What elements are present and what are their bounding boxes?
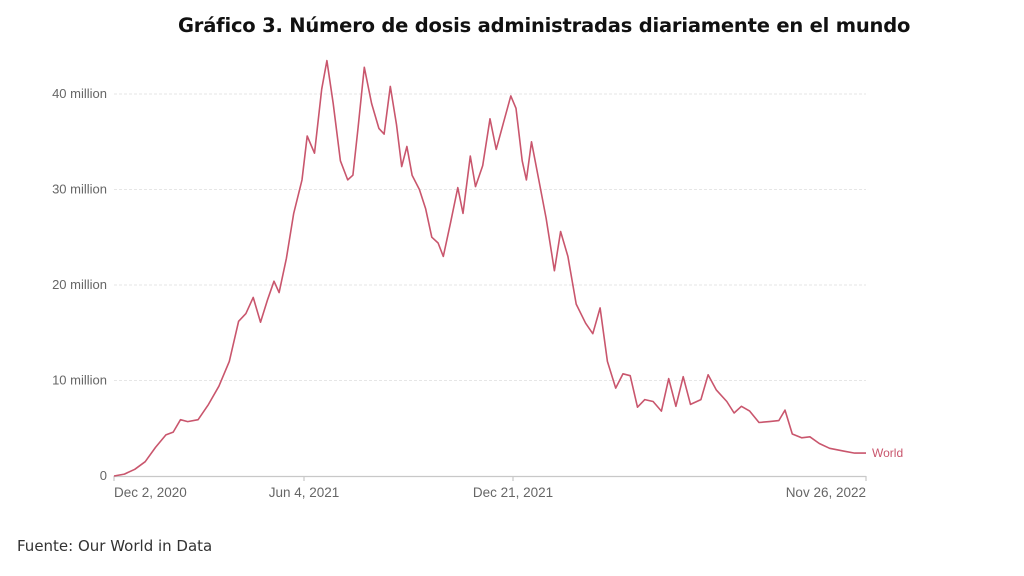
x-tick-label: Dec 21, 2021: [473, 485, 553, 500]
series-label-world: World: [872, 446, 903, 460]
series-line-world[interactable]: [113, 59, 866, 477]
gridlines: [114, 93, 866, 381]
source-note: Fuente: Our World in Data: [17, 537, 213, 555]
y-tick-label: 0: [100, 468, 107, 483]
y-tick-label: 20 million: [52, 277, 107, 292]
x-axis-ticks: Dec 2, 2020 Jun 4, 2021 Dec 21, 2021 Nov 26…: [113, 476, 867, 500]
y-tick-label: 30 million: [52, 182, 107, 197]
y-tick-label: 40 million: [52, 86, 107, 101]
chart-title: Gráfico 3. Número de dosis administradas…: [178, 14, 911, 37]
x-tick-label: Jun 4, 2021: [269, 485, 340, 500]
y-axis-ticks: 0 10 million 20 million 30 million 40 millio…: [52, 86, 107, 483]
x-tick-label: Nov 26, 2022: [786, 485, 866, 500]
y-tick-label: 10 million: [52, 373, 107, 388]
x-tick-label: Dec 2, 2020: [114, 485, 187, 500]
